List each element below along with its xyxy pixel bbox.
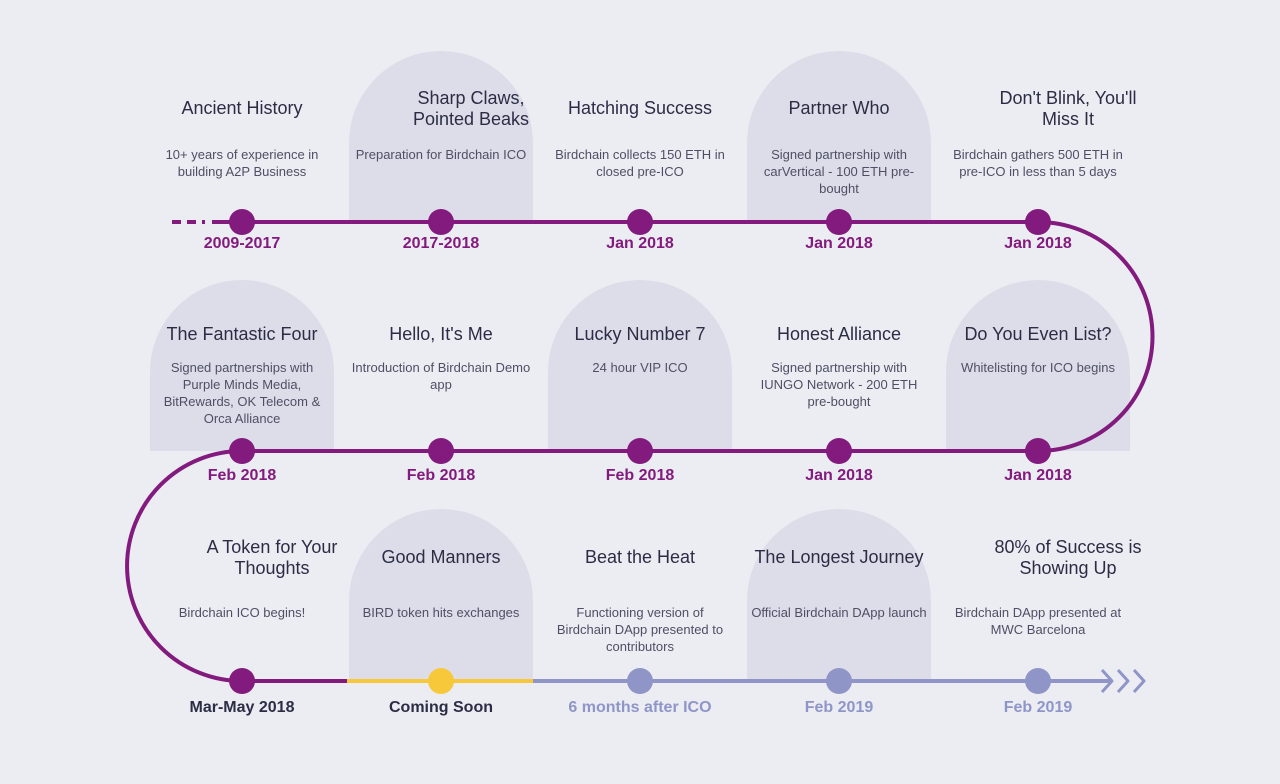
milestone-title: Sharp Claws, Pointed Beaks	[412, 88, 530, 129]
milestone-description: Birdchain DApp presented at MWC Barcelon…	[954, 605, 1122, 637]
milestone-dot	[627, 668, 653, 694]
milestone-title: 80% of Success is Showing Up	[994, 537, 1142, 578]
milestone-dot	[428, 209, 454, 235]
milestone-dot	[1025, 209, 1051, 235]
milestone-arch	[349, 509, 533, 681]
milestone-dot	[826, 209, 852, 235]
milestone-date: 6 months after ICO	[568, 699, 712, 716]
milestone-dot	[229, 438, 255, 464]
milestone-title: Beat the Heat	[584, 547, 696, 567]
milestone-arch	[747, 509, 931, 681]
milestone-description: Whitelisting for ICO begins	[961, 360, 1115, 375]
track-end-chevron-icon	[1100, 668, 1114, 694]
milestone-dot	[627, 209, 653, 235]
milestone-description: Signed partnerships with Purple Minds Me…	[163, 360, 321, 426]
milestone-title: Don't Blink, You'll Miss It	[999, 88, 1137, 129]
milestone-date: Jan 2018	[1004, 467, 1072, 484]
milestone-dot	[229, 209, 255, 235]
milestone-title: Do You Even List?	[964, 324, 1112, 344]
milestone-dot	[826, 438, 852, 464]
milestone-arch	[150, 280, 334, 451]
milestone-date: Mar-May 2018	[189, 699, 295, 716]
milestone-date: 2017-2018	[402, 235, 480, 252]
milestone-arch	[946, 280, 1130, 451]
milestone-dot	[428, 438, 454, 464]
milestone-date: Feb 2018	[605, 467, 675, 484]
milestone-date: Feb 2019	[1003, 699, 1073, 716]
milestone-description: 10+ years of experience in building A2P …	[165, 147, 319, 179]
milestone-date: 2009-2017	[203, 235, 281, 252]
milestone-description: Introduction of Birdchain Demo app	[351, 360, 531, 392]
milestone-title: Lucky Number 7	[574, 324, 706, 344]
milestone-description: Signed partnership with carVertical - 10…	[763, 147, 915, 196]
milestone-description: Preparation for Birdchain ICO	[355, 147, 527, 162]
milestone-title: Good Manners	[381, 547, 501, 567]
milestone-title: The Longest Journey	[754, 547, 924, 567]
milestone-date: Jan 2018	[805, 235, 873, 252]
milestone-dot	[1025, 438, 1051, 464]
milestone-date: Feb 2019	[804, 699, 874, 716]
milestone-dot	[229, 668, 255, 694]
milestone-title: Honest Alliance	[776, 324, 902, 344]
milestone-dot	[826, 668, 852, 694]
milestone-date: Feb 2018	[406, 467, 476, 484]
milestone-date: Jan 2018	[805, 467, 873, 484]
milestone-description: 24 hour VIP ICO	[592, 360, 688, 375]
milestone-description: Birdchain gathers 500 ETH in pre-ICO in …	[953, 147, 1123, 179]
milestone-title: A Token for Your Thoughts	[206, 537, 338, 578]
milestone-description: Birdchain ICO begins!	[178, 605, 306, 620]
milestone-dot	[627, 438, 653, 464]
milestone-title: Hello, It's Me	[389, 324, 493, 344]
milestone-description: BIRD token hits exchanges	[362, 605, 520, 620]
milestone-date: Coming Soon	[389, 699, 493, 716]
track-end-chevron-icon	[1132, 668, 1146, 694]
milestone-arch	[548, 280, 732, 451]
milestone-title: Ancient History	[181, 98, 303, 118]
milestone-title: Partner Who	[788, 98, 890, 118]
milestone-arch	[349, 51, 533, 222]
milestone-date: Feb 2018	[207, 467, 277, 484]
milestone-arch	[747, 51, 931, 222]
milestone-title: The Fantastic Four	[166, 324, 318, 344]
track-end-chevron-icon	[1116, 668, 1130, 694]
milestone-description: Birdchain collects 150 ETH in closed pre…	[555, 147, 725, 179]
milestone-date: Jan 2018	[606, 235, 674, 252]
milestone-dot	[1025, 668, 1051, 694]
milestone-date: Jan 2018	[1004, 235, 1072, 252]
milestone-description: Signed partnership with IUNGO Network - …	[760, 360, 918, 409]
milestone-dot	[428, 668, 454, 694]
milestone-description: Functioning version of Birdchain DApp pr…	[556, 605, 724, 654]
milestone-title: Hatching Success	[567, 98, 713, 118]
milestone-description: Official Birdchain DApp launch	[751, 605, 927, 620]
